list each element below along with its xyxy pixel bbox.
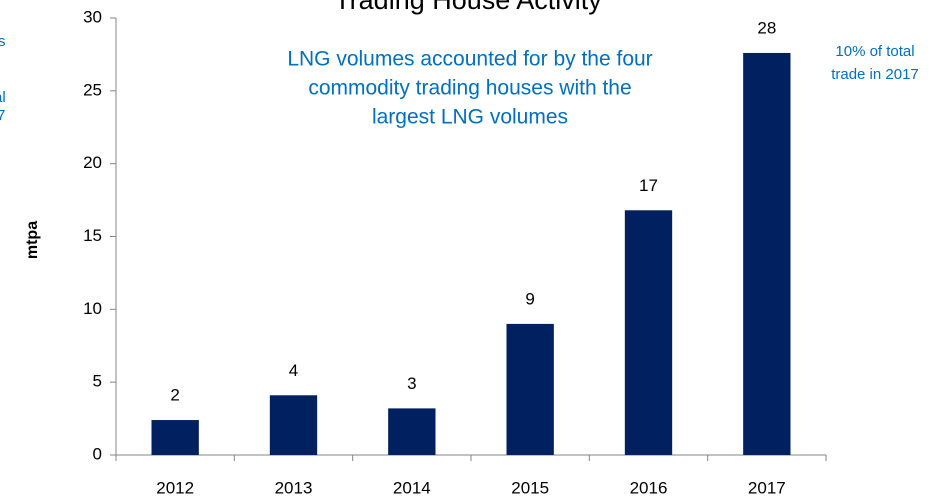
bar: [506, 323, 554, 455]
y-tick-label: 30: [83, 7, 102, 26]
bar: [388, 408, 436, 455]
x-tick-label: 2015: [511, 478, 549, 497]
data-label: 4: [289, 361, 298, 380]
bar: [151, 420, 199, 455]
subtitle: LNG volumes accounted for by the four: [287, 48, 652, 71]
x-tick-label: 2016: [630, 478, 668, 497]
y-axis-label: mtpa: [24, 221, 41, 259]
x-tick-label: 2017: [748, 478, 786, 497]
bar: [743, 52, 791, 456]
chart-title: Trading House Activity: [334, 0, 602, 15]
y-tick-label: 20: [83, 153, 102, 172]
annotation: 10% of total: [835, 43, 914, 60]
data-label: 3: [407, 374, 416, 393]
data-label: 2: [170, 386, 179, 405]
x-tick-label: 2013: [275, 478, 313, 497]
x-tick-label: 2012: [156, 478, 194, 497]
fragment: al: [0, 89, 6, 106]
y-tick-label: 25: [83, 80, 102, 99]
fragment: 7: [0, 107, 5, 124]
subtitle: commodity trading houses with the: [308, 77, 631, 100]
subtitle: largest LNG volumes: [372, 106, 568, 129]
bar: [269, 395, 318, 455]
x-tick-label: 2014: [393, 478, 431, 497]
fragment: s: [0, 33, 6, 50]
annotation: trade in 2017: [831, 66, 919, 83]
y-tick-label: 10: [83, 299, 102, 318]
data-label: 9: [525, 289, 534, 308]
data-label: 28: [757, 18, 776, 37]
y-tick-label: 15: [83, 226, 102, 245]
bar: [624, 210, 673, 455]
y-tick-label: 0: [93, 444, 102, 463]
data-label: 17: [639, 176, 658, 195]
y-tick-label: 5: [93, 372, 102, 391]
